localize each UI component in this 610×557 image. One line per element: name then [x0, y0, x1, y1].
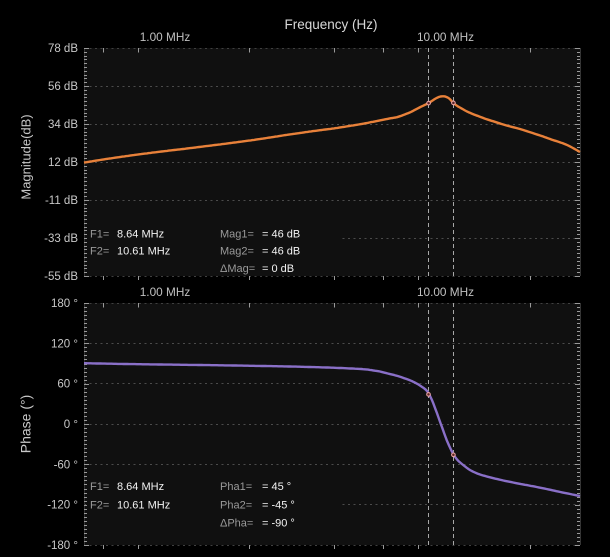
svg-text:Pha1=: Pha1= [220, 481, 252, 493]
svg-text:34 dB: 34 dB [48, 119, 78, 131]
svg-text:Mag1=: Mag1= [220, 229, 254, 241]
svg-text:= -45 °: = -45 ° [262, 500, 295, 512]
svg-text:10.00 MHz: 10.00 MHz [417, 285, 474, 299]
svg-text:ΔPha=: ΔPha= [220, 518, 253, 530]
svg-text:Mag2=: Mag2= [220, 246, 254, 258]
svg-text:= 0 dB: = 0 dB [262, 263, 294, 275]
svg-text:12 dB: 12 dB [48, 157, 78, 169]
svg-text:10.00 MHz: 10.00 MHz [417, 30, 474, 44]
svg-text:-11 dB: -11 dB [45, 195, 78, 207]
svg-text:F1=: F1= [90, 229, 109, 241]
svg-text:-180 °: -180 ° [47, 540, 78, 552]
svg-text:120 °: 120 ° [51, 338, 78, 350]
svg-text:1.00 MHz: 1.00 MHz [140, 285, 191, 299]
svg-text:180 °: 180 ° [51, 298, 78, 310]
svg-text:= -90 °: = -90 ° [262, 518, 295, 530]
svg-text:Phase (°): Phase (°) [18, 395, 34, 454]
svg-text:78 dB: 78 dB [48, 43, 78, 55]
svg-text:Frequency (Hz): Frequency (Hz) [284, 17, 377, 32]
svg-text:10.61 MHz: 10.61 MHz [117, 500, 170, 512]
svg-text:Pha2=: Pha2= [220, 500, 252, 512]
svg-text:1.00 MHz: 1.00 MHz [140, 30, 191, 44]
svg-text:-55 dB: -55 dB [44, 271, 78, 283]
svg-text:ΔMag=: ΔMag= [220, 263, 255, 275]
svg-text:8.64 MHz: 8.64 MHz [117, 229, 164, 241]
svg-text:= 45 °: = 45 ° [262, 481, 291, 493]
svg-text:F1=: F1= [90, 481, 109, 493]
svg-text:-60 °: -60 ° [54, 459, 78, 471]
svg-text:-33 dB: -33 dB [44, 233, 78, 245]
svg-text:60 °: 60 ° [57, 379, 78, 391]
svg-text:= 46 dB: = 46 dB [262, 229, 300, 241]
svg-text:0 °: 0 ° [64, 419, 78, 431]
svg-text:-120 °: -120 ° [47, 500, 78, 512]
svg-text:8.64 MHz: 8.64 MHz [117, 481, 164, 493]
svg-text:F2=: F2= [90, 500, 109, 512]
svg-text:56 dB: 56 dB [48, 81, 78, 93]
svg-text:= 46 dB: = 46 dB [262, 246, 300, 258]
svg-text:Magnitude(dB): Magnitude(dB) [19, 114, 34, 199]
svg-text:F2=: F2= [90, 246, 109, 258]
svg-text:10.61 MHz: 10.61 MHz [117, 246, 170, 258]
